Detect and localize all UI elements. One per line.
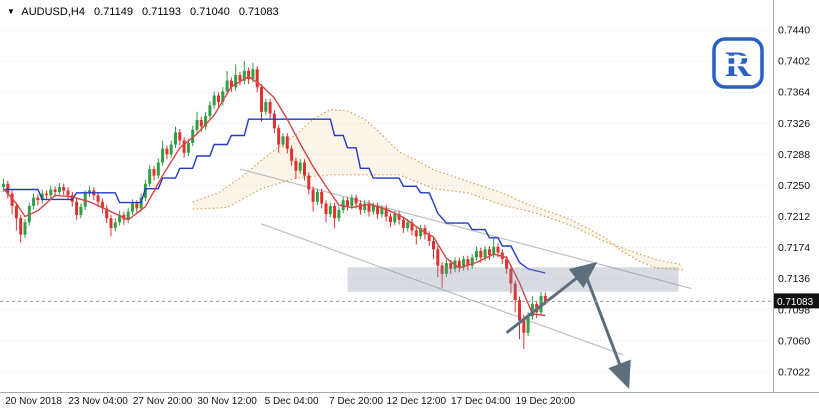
ichimoku-cloud-layer [192, 108, 684, 271]
price-axis-label: 0.7250 [778, 180, 810, 192]
ohlc-close: 0.71083 [238, 6, 279, 18]
time-axis-label: 17 Dec 04:00 [451, 396, 511, 407]
price-axis-label: 0.7098 [778, 304, 810, 316]
time-axis-label: 7 Dec 20:00 [329, 396, 383, 407]
chart-symbol-icon: ▼ [7, 7, 15, 16]
broker-logo: R [712, 37, 764, 89]
current-price-value: 0.71083 [777, 297, 814, 308]
candles-layer [2, 61, 547, 350]
time-axis-label: 23 Nov 04:00 [68, 396, 128, 407]
price-axis-label: 0.7174 [778, 242, 810, 254]
time-axis-label: 27 Nov 20:00 [133, 396, 193, 407]
trend-channel-layer [239, 168, 692, 356]
highlight-zone [347, 267, 679, 292]
price-axis-label: 0.7326 [778, 118, 810, 130]
price-axis-label: 0.7440 [778, 25, 810, 37]
ohlc-high: 0.71193 [142, 6, 181, 18]
price-axis-label: 0.7212 [778, 211, 810, 223]
chart-header: ▼ AUDUSD,H4 0.71149 0.71193 0.71040 0.71… [7, 6, 285, 18]
price-axis-label: 0.7402 [778, 56, 810, 68]
time-axis-label: 5 Dec 04:00 [265, 396, 319, 407]
time-axis-label: 19 Dec 20:00 [516, 396, 576, 407]
time-axis-label: 12 Dec 12:00 [387, 396, 447, 407]
grid-layer [0, 29, 772, 373]
ohlc-low: 0.71040 [190, 6, 230, 18]
time-axis-label: 20 Nov 2018 [5, 396, 62, 407]
current-price-line: 0.71083 [0, 293, 819, 309]
price-axis-label: 0.7364 [778, 87, 810, 99]
ohlc-open: 0.71149 [94, 6, 133, 18]
ichimoku-lines-layer [2, 75, 546, 317]
symbol-timeframe-label: AUDUSD,H4 [21, 6, 85, 18]
current-price-badge [774, 293, 819, 309]
price-axis-label: 0.7136 [778, 273, 810, 285]
logo-frame [712, 37, 764, 89]
time-axis-label: 30 Nov 12:00 [197, 396, 257, 407]
price-axis-label: 0.7022 [778, 367, 810, 379]
price-axis-label: 0.7288 [778, 149, 810, 161]
price-axis-label: 0.7060 [778, 335, 810, 347]
forecast-arrows [505, 261, 631, 390]
